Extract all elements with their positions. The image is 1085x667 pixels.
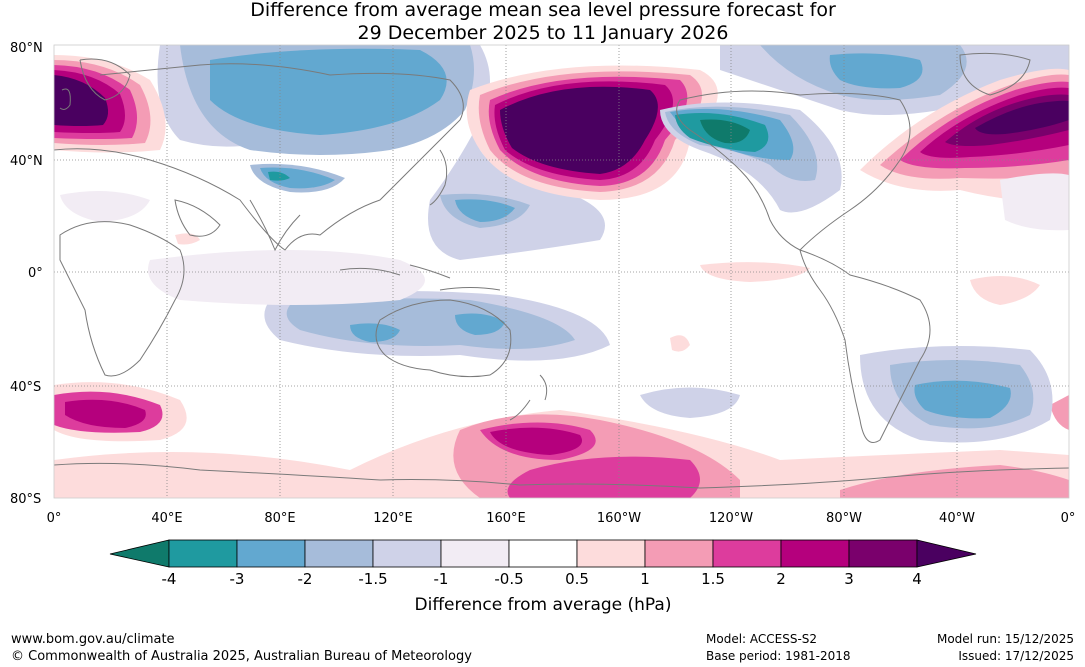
colorbar-tick-label: -1.5 [358, 570, 387, 588]
colorbar-cell [304, 539, 374, 568]
lon-label-0-left: 0° [47, 511, 62, 526]
colorbar-tick-label: -1 [434, 570, 449, 588]
footer-website: www.bom.gov.au/climate [11, 632, 175, 647]
map-panel [53, 44, 1070, 499]
lon-label-160w: 160°W [597, 511, 641, 526]
colorbar-cell [236, 539, 306, 568]
coastline-eurasia [53, 63, 464, 251]
colorbar-tick-label: -3 [230, 570, 245, 588]
anomaly-region-pacific-pink-small [670, 335, 690, 352]
anomaly-region-south-purple-1 [490, 427, 582, 455]
colorbar-cell [644, 539, 714, 568]
latitude-labels: 80°N 40°N 0° 40°S 80°S [10, 41, 43, 507]
anomaly-region-central-asia-teal [268, 171, 290, 181]
anomaly-region-tropical-lavender [148, 250, 425, 305]
coastline-australia [375, 299, 512, 378]
coastline-greenland [959, 52, 1031, 96]
lon-label-120e: 120°E [373, 511, 413, 526]
colorbar-tick-label: 1.5 [701, 570, 725, 588]
title-line-2: 29 December 2025 to 11 January 2026 [358, 22, 729, 44]
anomaly-region-natlantic-deep [975, 100, 1069, 135]
colorbar-cell [576, 539, 646, 568]
lon-label-160e: 160°E [486, 511, 526, 526]
colorbar-tick-label: -2 [298, 570, 313, 588]
coastline-india [249, 199, 301, 252]
pressure-anomaly-field [54, 45, 1069, 498]
anomaly-region-atlantic-lavender [1000, 173, 1069, 231]
anomaly-region-namerica-deepteal [700, 119, 750, 144]
lat-label-40n: 40°N [10, 154, 43, 169]
colorbar-tick-labels: -4 -3 -2 -1.5 -1 -0.5 0.5 1 1.5 2 3 4 [162, 570, 922, 588]
anomaly-region-south-east-pink [840, 465, 1069, 498]
coastline-antarctica [53, 462, 1070, 489]
footer: www.bom.gov.au/climate © Commonwealth of… [11, 632, 1074, 664]
coastline-south-america [799, 249, 931, 443]
colorbar-tick-label: 3 [844, 570, 854, 588]
footer-model-run: Model run: 15/12/2025 [937, 632, 1074, 646]
colorbar-tick-label: 2 [776, 570, 786, 588]
colorbar-cell [712, 539, 782, 568]
anomaly-region-atlantic-pink [970, 276, 1040, 305]
lat-label-0: 0° [28, 266, 43, 281]
coastlines [53, 52, 1070, 489]
anomaly-region-africa-lavender [60, 191, 150, 222]
anomaly-region-npacific-core [500, 86, 658, 174]
colorbar-tick-label: -4 [162, 570, 177, 588]
colorbar-tick-label: 0.5 [565, 570, 589, 588]
gridlines [54, 45, 1069, 498]
anomaly-region-tasman-core [455, 313, 505, 335]
coastline-north-america [676, 90, 911, 251]
title-line-1: Difference from average mean sea level p… [250, 0, 836, 21]
lon-label-80w: 80°W [826, 511, 862, 526]
colorbar-cell [440, 539, 510, 568]
lon-label-40e: 40°E [151, 511, 182, 526]
footer-model: Model: ACCESS-S2 [706, 632, 817, 646]
anomaly-region-right-edge-pink [1050, 395, 1069, 430]
lat-label-80s: 80°S [10, 492, 41, 507]
lon-label-40w: 40°W [939, 511, 975, 526]
anomaly-region-south-atlantic-core [914, 380, 1011, 419]
coastline-scandinavia [79, 58, 131, 101]
footer-copyright: © Commonwealth of Australia 2025, Austra… [11, 649, 472, 664]
footer-issued: Issued: 17/12/2025 [958, 649, 1074, 663]
anomaly-region-indian-core [350, 323, 400, 342]
colorbar-cell [168, 539, 238, 568]
colorbar-tick-label: 1 [640, 570, 650, 588]
colorbar-arrow-high [916, 539, 977, 568]
colorbar-cell [780, 539, 850, 568]
coastline-indonesia [339, 264, 501, 291]
anomaly-region-south-pacific-lavender [640, 387, 740, 418]
anomaly-region-europe-core [54, 75, 109, 126]
anomaly-region-arctic-core [829, 53, 923, 89]
colorbar-cell [508, 539, 578, 568]
colorbar-cell [372, 539, 442, 568]
colorbar-tick-label: 4 [912, 570, 922, 588]
colorbar-cells [168, 539, 918, 568]
anomaly-region-south-atlantic-purple [65, 399, 146, 428]
anomaly-region-pacific-west-core [455, 199, 515, 222]
lon-label-120w: 120°W [709, 511, 753, 526]
footer-base-period: Base period: 1981-2018 [706, 649, 851, 663]
lon-label-0-right: 0° [1061, 511, 1076, 526]
coastline-arabia [174, 199, 221, 237]
colorbar-cell [848, 539, 918, 568]
coastline-japan [429, 149, 448, 206]
lat-label-80n: 80°N [10, 41, 43, 56]
coastline-uk [59, 88, 71, 110]
colorbar-label: Difference from average (hPa) [415, 595, 672, 615]
map-frame [53, 44, 1070, 499]
colorbar-arrow-low [109, 539, 170, 568]
lat-label-40s: 40°S [10, 380, 41, 395]
lon-label-80e: 80°E [264, 511, 295, 526]
anomaly-region-south-magenta-2 [507, 456, 700, 498]
colorbar: -4 -3 -2 -1.5 -1 -0.5 0.5 1 1.5 2 3 4 Difference fr… [109, 539, 977, 615]
colorbar-tick-label: -0.5 [494, 570, 523, 588]
anomaly-region-eurasia-core [210, 48, 447, 135]
coastline-africa [59, 221, 185, 377]
anomaly-region-tropical-pink [700, 262, 810, 282]
longitude-labels: 0° 40°E 80°E 120°E 160°E 160°W 120°W 80°… [47, 511, 1076, 526]
